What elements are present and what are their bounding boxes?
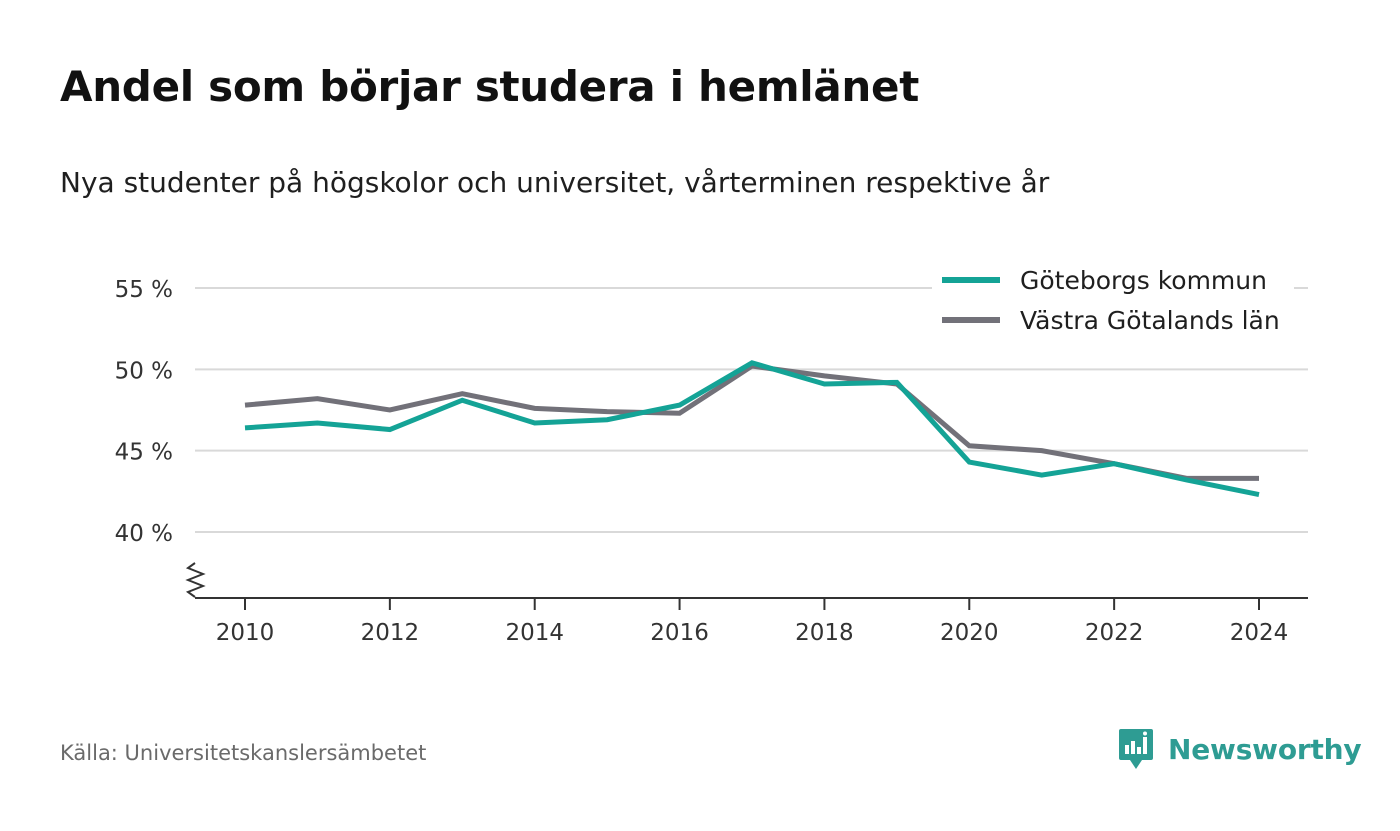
y-tick-label: 45 % xyxy=(115,440,173,466)
x-tick-label: 2010 xyxy=(216,620,275,646)
x-tick-label: 2022 xyxy=(1085,620,1144,646)
x-tick-label: 2016 xyxy=(650,620,709,646)
series-line-västra-götalands-län xyxy=(244,363,1259,481)
series-line-göteborgs-kommun xyxy=(244,360,1260,498)
legend: Göteborgs kommun Västra Götalands län xyxy=(932,260,1294,340)
axis-break-icon xyxy=(185,562,206,598)
series-lines xyxy=(244,360,1260,498)
chart-bubble-icon xyxy=(1119,729,1153,769)
brand-name: Newsworthy xyxy=(1168,732,1362,766)
y-tick-label: 50 % xyxy=(115,358,173,384)
axes: 40 % 45 % 50 % 55 % 2010 2012 2014 2016 2018 2020… xyxy=(115,277,1308,646)
x-tick-label: 2014 xyxy=(505,620,564,646)
y-tick-label: 55 % xyxy=(115,277,173,303)
y-tick-label: 40 % xyxy=(115,521,173,547)
x-tick-label: 2024 xyxy=(1230,620,1289,646)
chart-title: Andel som börjar studera i hemlänet xyxy=(60,62,919,111)
x-tick-label: 2012 xyxy=(361,620,420,646)
legend-label: Västra Götalands län xyxy=(1020,306,1280,335)
line-chart: 40 % 45 % 50 % 55 % 2010 2012 2014 2016 2018 2020… xyxy=(114,260,1308,646)
legend-background xyxy=(932,260,1294,340)
x-tick-label: 2018 xyxy=(795,620,854,646)
source-note: Källa: Universitetskanslersämbetet xyxy=(60,741,427,765)
x-tick-label: 2020 xyxy=(940,620,999,646)
chart-subtitle: Nya studenter på högskolor och universit… xyxy=(60,166,1050,199)
newsworthy-logo: Newsworthy xyxy=(1118,727,1362,771)
legend-label: Göteborgs kommun xyxy=(1020,266,1267,295)
